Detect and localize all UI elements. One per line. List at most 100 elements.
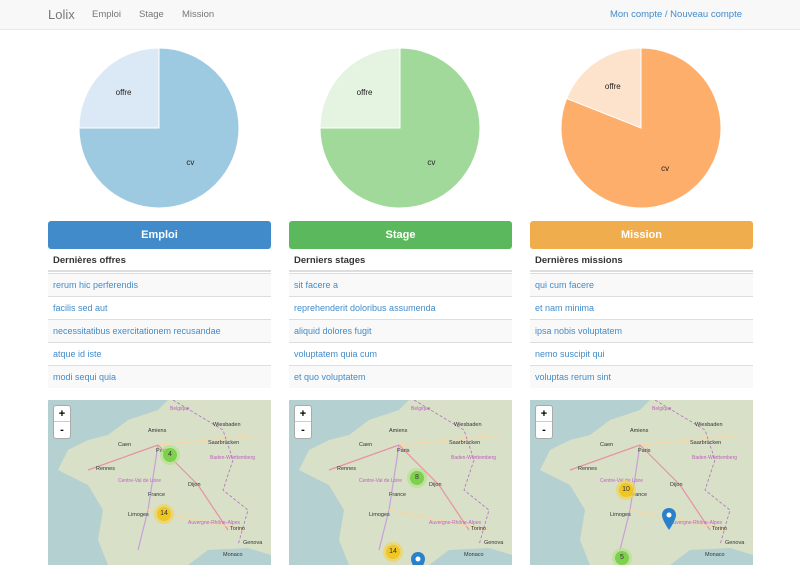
list-item-link[interactable]: voluptatem quia cum bbox=[289, 342, 512, 365]
road-line bbox=[629, 509, 731, 531]
marker-cluster[interactable]: 5 bbox=[612, 548, 632, 565]
map-city-label: Limoges bbox=[610, 512, 631, 518]
pie-label-cv: cv bbox=[186, 158, 195, 168]
map-city-label: Baden-Württemberg bbox=[692, 455, 738, 461]
map-city-label: Limoges bbox=[369, 512, 390, 518]
zoom-in-button[interactable]: + bbox=[54, 406, 70, 422]
map-city-label: Wiesbaden bbox=[454, 422, 482, 428]
list-item-link[interactable]: aliquid dolores fugit bbox=[289, 319, 512, 342]
navbar: Lolix Emploi Stage Mission Mon compte / … bbox=[0, 0, 800, 30]
list-item-link[interactable]: facilis sed aut bbox=[48, 296, 271, 319]
marker-cluster[interactable]: 4 bbox=[160, 445, 180, 465]
road-line bbox=[639, 434, 741, 446]
pie-chart-stage: offre cv bbox=[319, 47, 481, 209]
map-city-label: Torino bbox=[712, 526, 727, 532]
list-title: Dernières offres bbox=[48, 250, 271, 272]
list-item-link[interactable]: nemo suscipit qui bbox=[530, 342, 753, 365]
sea-area bbox=[289, 400, 409, 565]
map-emploi[interactable]: BelgiqueAmiensWiesbadenCaenSaarbrückenPa… bbox=[48, 400, 271, 565]
pie-label-offre: offre bbox=[356, 87, 373, 97]
road-line bbox=[87, 444, 159, 471]
zoom-out-button[interactable]: - bbox=[301, 424, 305, 436]
map-city-label: Auvergne-Rhône-Alpes bbox=[429, 520, 481, 526]
map-city-label: Auvergne-Rhône-Alpes bbox=[188, 520, 240, 526]
pie-label-offre: offre bbox=[604, 81, 621, 91]
cluster-count: 4 bbox=[168, 451, 172, 458]
cluster-count: 10 bbox=[622, 486, 630, 493]
pie-slice-cv bbox=[560, 47, 722, 209]
cluster-inner bbox=[619, 483, 633, 497]
list-item-link[interactable]: sit facere a bbox=[289, 273, 512, 296]
list-item-link[interactable]: necessitatibus exercitationem recusandae bbox=[48, 319, 271, 342]
map-city-label: Monaco bbox=[464, 552, 484, 558]
list-item-link[interactable]: et nam minima bbox=[530, 296, 753, 319]
stage-button[interactable]: Stage bbox=[289, 221, 512, 249]
sea-area bbox=[48, 400, 168, 565]
road-line bbox=[388, 509, 490, 531]
pie-slice-cv bbox=[78, 47, 240, 209]
account-links: Mon compte / Nouveau compte bbox=[610, 9, 742, 20]
map-pin-icon[interactable] bbox=[662, 508, 676, 530]
list-item-link[interactable]: qui cum facere bbox=[530, 273, 753, 296]
new-account-link[interactable]: Nouveau compte bbox=[670, 9, 742, 20]
my-account-link[interactable]: Mon compte bbox=[609, 9, 663, 20]
list-item-link[interactable]: modi sequi quia bbox=[48, 365, 271, 388]
cluster-inner bbox=[157, 507, 171, 521]
nav-link-mission[interactable]: Mission bbox=[182, 9, 215, 20]
map-city-label: Baden-Württemberg bbox=[451, 455, 497, 461]
cluster-count: 14 bbox=[160, 510, 168, 517]
pin-dot bbox=[666, 512, 672, 518]
map-city-label: Amiens bbox=[630, 428, 649, 434]
map-city-label: Amiens bbox=[389, 428, 408, 434]
marker-cluster[interactable]: 14 bbox=[154, 504, 174, 524]
map-city-label: Dijon bbox=[429, 482, 442, 488]
map-stage[interactable]: Belgique Amiens Wiesbaden Caen Saarbrücken Pa… bbox=[289, 400, 512, 565]
brand-link[interactable]: Lolix bbox=[48, 7, 75, 22]
map-city-label: Centre-Val de Loire bbox=[359, 478, 402, 484]
list-item-link[interactable]: reprehenderit doloribus assumenda bbox=[289, 296, 512, 319]
map-city-label: Limoges bbox=[128, 512, 149, 518]
map-city-label: Genova bbox=[243, 540, 263, 546]
list-item-link[interactable]: voluptas rerum sint bbox=[530, 365, 753, 388]
map-city-label: Genova bbox=[484, 540, 504, 546]
zoom-in-button[interactable]: + bbox=[295, 406, 311, 422]
pin-dot bbox=[415, 556, 421, 562]
pie-slice-offre bbox=[565, 47, 642, 129]
mission-button[interactable]: Mission bbox=[530, 221, 753, 249]
list-item-link[interactable]: ipsa nobis voluptatem bbox=[530, 319, 753, 342]
pie-label-cv: cv bbox=[661, 164, 670, 174]
pin-body bbox=[662, 508, 676, 530]
emploi-button[interactable]: Emploi bbox=[48, 221, 271, 249]
map-city-label: France bbox=[630, 492, 648, 498]
nav-link-stage[interactable]: Stage bbox=[139, 9, 164, 20]
nav-link-emploi[interactable]: Emploi bbox=[92, 9, 122, 20]
account-separator: / bbox=[662, 9, 671, 20]
list-item-link[interactable]: rerum hic perferendis bbox=[48, 273, 271, 296]
list-item-link[interactable]: et quo voluptatem bbox=[289, 365, 512, 388]
marker-cluster[interactable]: 10 bbox=[616, 480, 636, 500]
map-mission[interactable]: Belgique Amiens Wiesbaden Caen Saarbrücken Pa… bbox=[530, 400, 753, 565]
map-city-label: Rennes bbox=[337, 466, 356, 472]
zoom-control: + - bbox=[535, 405, 553, 439]
map-pin-icon[interactable] bbox=[411, 552, 425, 565]
pie-svg-emploi bbox=[78, 47, 240, 209]
marker-cluster[interactable]: 8 bbox=[407, 468, 427, 488]
map-city-label: Paris bbox=[397, 448, 410, 454]
map-city-label: Torino bbox=[471, 526, 486, 532]
zoom-control: + - bbox=[53, 405, 71, 439]
road-line bbox=[569, 444, 641, 471]
map-city-label: Saarbrücken bbox=[690, 440, 722, 446]
zoom-out-button[interactable]: - bbox=[60, 424, 64, 436]
road-line bbox=[639, 444, 711, 531]
zoom-in-button[interactable]: + bbox=[536, 406, 552, 422]
zoom-control: + - bbox=[294, 405, 312, 439]
map-city-label: Wiesbaden bbox=[695, 422, 723, 428]
cluster-inner bbox=[163, 448, 177, 462]
marker-cluster[interactable]: 14 bbox=[383, 542, 403, 562]
list-item-link[interactable]: atque id iste bbox=[48, 342, 271, 365]
road-line bbox=[157, 434, 259, 446]
zoom-out-button[interactable]: - bbox=[542, 424, 546, 436]
list-title: Derniers stages bbox=[289, 250, 512, 272]
map-city-label: Centre-Val de Loire bbox=[118, 478, 161, 484]
